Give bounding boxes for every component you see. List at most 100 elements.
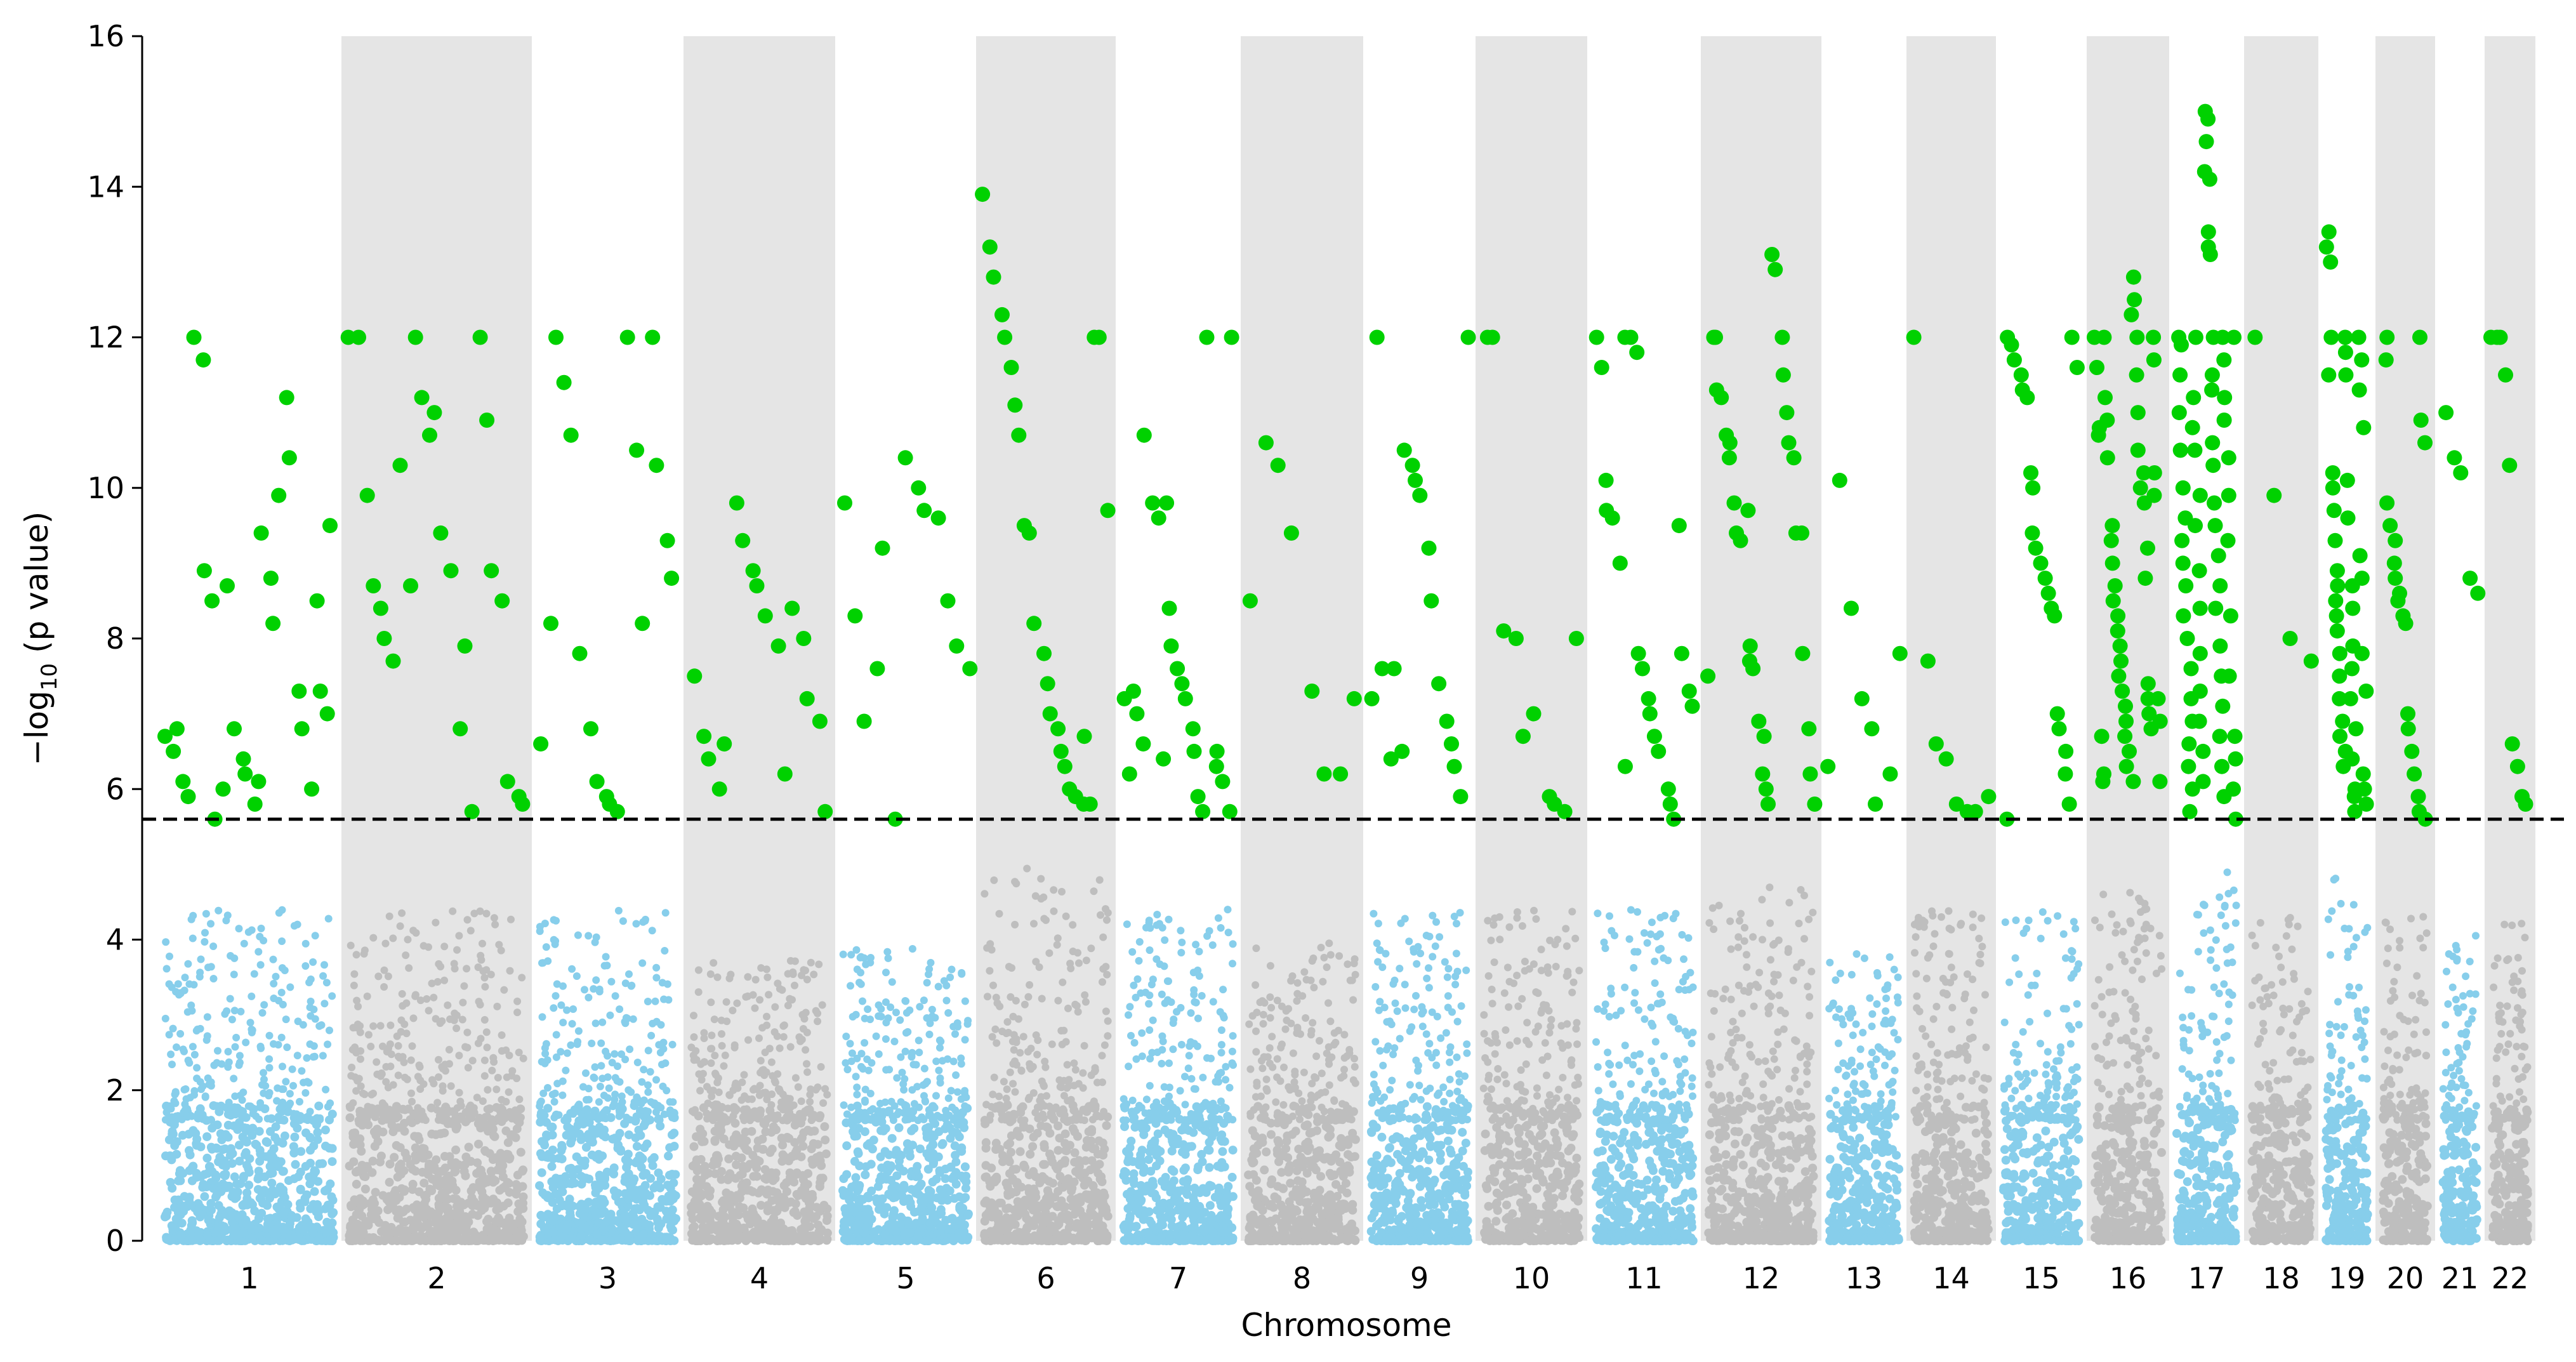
snp-point [707,1208,717,1217]
snp-point [202,1132,212,1141]
snp-point [812,1212,821,1221]
snp-point [605,1236,615,1245]
snp-point [1009,1080,1017,1088]
snp-point [542,943,550,951]
snp-point [857,969,864,977]
snp-point [360,1090,369,1099]
snp-point [464,1064,472,1072]
snp-point [767,1144,777,1154]
snp-point [488,1125,498,1134]
snp-point [920,1064,928,1073]
snp-point [902,1029,910,1037]
snp-point [934,982,942,991]
snp-point [690,1033,698,1041]
snp-point [382,1194,392,1204]
snp-point [1070,1059,1078,1068]
snp-point [180,1047,188,1055]
snp-point [228,1015,236,1024]
snp-point [762,1068,770,1076]
snp-point [648,927,656,935]
snp-point [908,945,916,953]
snp-point [906,1228,915,1238]
snp-point [882,1203,892,1212]
snp-point [718,1216,727,1226]
snp-point [1104,909,1112,917]
snp-point [657,1021,665,1029]
snp-point [722,998,730,1006]
snp-point [201,1093,209,1101]
snp-point [1081,1219,1090,1227]
snp-point [875,1001,883,1009]
snp-point [192,1134,202,1144]
snp-point [903,1236,913,1245]
snp-point [178,1168,188,1178]
snp-point [209,975,218,982]
snp-point [303,1116,312,1124]
snp-point [441,1175,451,1184]
snp-point [254,1213,263,1223]
snp-point [498,1172,508,1182]
snp-point [345,1113,355,1123]
snp-point [915,1048,923,1057]
snp-point [242,1038,250,1047]
snp-point [1024,1048,1032,1056]
snp-point [188,1236,197,1245]
snp-point [315,1116,323,1125]
snp-point [1023,864,1031,873]
snp-point [178,1130,187,1140]
snp-point [563,1049,571,1057]
snp-point [694,966,703,974]
snp-point [1050,907,1058,915]
snp-point [389,934,397,942]
snp-point [668,1040,677,1048]
snp-point [513,1234,522,1243]
snp-point [1100,1041,1109,1049]
snp-point [1060,1092,1068,1100]
snp-point [458,1015,466,1024]
snp-point [961,1172,971,1181]
snp-point [552,992,560,1000]
snp-point [381,939,390,948]
snp-point [168,983,176,991]
snp-point [765,1045,774,1053]
snp-point [1144,1155,1153,1164]
snp-point [910,1100,918,1108]
snp-point [939,1057,946,1065]
snp-point [455,1052,463,1060]
snp-point [652,963,661,972]
snp-point [941,1124,950,1134]
snp-point [207,1116,215,1124]
snp-point [776,1044,784,1052]
snp-point [1074,1080,1083,1088]
snp-point [763,1186,773,1194]
snp-point [1040,1114,1048,1122]
snp-point [562,1113,571,1121]
snp-point [311,932,319,940]
snp-point [201,929,209,937]
snp-point [248,992,256,1000]
snp-point [231,1043,239,1051]
snp-point [1015,1234,1025,1244]
snp-point [899,1184,909,1194]
snp-point [800,966,808,974]
snp-point [385,1234,394,1243]
snp-point [885,1235,895,1245]
snp-point [398,909,406,917]
snp-point [350,981,358,989]
snp-point [418,1235,428,1245]
snp-point [874,1115,882,1123]
snp-point [572,972,581,980]
snp-point [717,1167,726,1176]
snp-point [936,1074,944,1082]
snp-point [568,1020,576,1028]
snp-point [981,890,989,898]
snp-point [424,1163,433,1172]
snp-point [779,1022,788,1030]
snp-point [309,958,317,966]
snp-point [497,1103,505,1111]
snp-point [998,1115,1006,1123]
snp-point [592,976,600,984]
snp-point [1104,1017,1112,1025]
snp-point [983,944,991,952]
snp-point [995,1092,1003,1101]
